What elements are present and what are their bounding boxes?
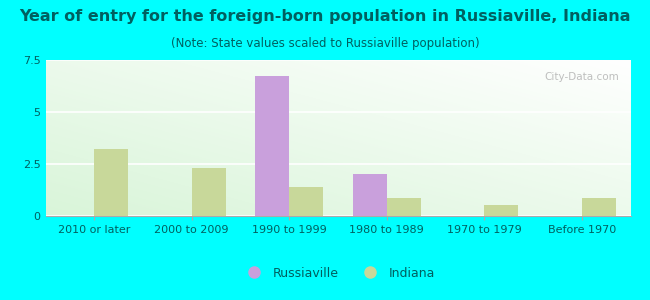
Bar bbox=[289, 187, 324, 216]
Bar bbox=[94, 149, 129, 216]
Bar bbox=[353, 174, 387, 216]
Bar bbox=[255, 76, 289, 216]
Bar bbox=[582, 198, 616, 216]
Bar bbox=[387, 198, 421, 216]
Text: (Note: State values scaled to Russiaville population): (Note: State values scaled to Russiavill… bbox=[171, 38, 479, 50]
Text: City-Data.com: City-Data.com bbox=[544, 73, 619, 82]
Bar bbox=[484, 205, 519, 216]
Text: Year of entry for the foreign-born population in Russiaville, Indiana: Year of entry for the foreign-born popul… bbox=[20, 9, 630, 24]
Legend: Russiaville, Indiana: Russiaville, Indiana bbox=[236, 262, 440, 285]
Bar bbox=[192, 168, 226, 216]
